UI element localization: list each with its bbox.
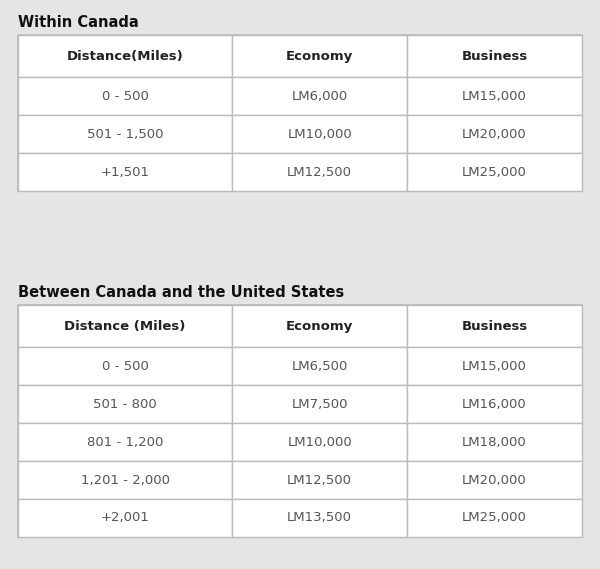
Text: LM15,000: LM15,000: [462, 360, 527, 373]
Text: LM15,000: LM15,000: [462, 89, 527, 102]
Bar: [18, 423, 232, 461]
Bar: [18, 305, 232, 347]
Text: 1,201 - 2,000: 1,201 - 2,000: [80, 473, 170, 486]
Bar: [18, 77, 232, 115]
Text: 501 - 1,500: 501 - 1,500: [87, 127, 163, 141]
Text: Within Canada: Within Canada: [18, 15, 139, 30]
Text: Economy: Economy: [286, 50, 353, 63]
Text: LM12,500: LM12,500: [287, 473, 352, 486]
Bar: [232, 115, 407, 153]
Bar: [407, 347, 582, 385]
Bar: [407, 385, 582, 423]
Bar: [232, 153, 407, 191]
Bar: [232, 305, 407, 347]
Text: LM12,500: LM12,500: [287, 166, 352, 179]
Text: 0 - 500: 0 - 500: [102, 89, 149, 102]
Text: Distance(Miles): Distance(Miles): [67, 50, 184, 63]
Bar: [407, 35, 582, 77]
Bar: [232, 499, 407, 537]
Text: LM25,000: LM25,000: [462, 166, 527, 179]
Bar: [18, 385, 232, 423]
Bar: [407, 461, 582, 499]
Bar: [18, 461, 232, 499]
Text: Economy: Economy: [286, 320, 353, 332]
Bar: [232, 385, 407, 423]
Text: LM6,000: LM6,000: [292, 89, 348, 102]
Text: Between Canada and the United States: Between Canada and the United States: [18, 285, 344, 300]
Text: LM7,500: LM7,500: [292, 398, 348, 410]
Bar: [232, 77, 407, 115]
Bar: [232, 461, 407, 499]
Text: LM20,000: LM20,000: [462, 127, 527, 141]
Bar: [18, 35, 582, 191]
Bar: [407, 499, 582, 537]
Text: LM16,000: LM16,000: [462, 398, 527, 410]
Text: LM20,000: LM20,000: [462, 473, 527, 486]
Bar: [407, 115, 582, 153]
Bar: [232, 35, 407, 77]
Text: +2,001: +2,001: [101, 512, 149, 525]
Text: Business: Business: [461, 320, 528, 332]
Bar: [18, 305, 582, 537]
Text: LM6,500: LM6,500: [292, 360, 348, 373]
Bar: [407, 305, 582, 347]
Bar: [407, 77, 582, 115]
Bar: [18, 153, 232, 191]
Text: LM10,000: LM10,000: [287, 127, 352, 141]
Text: Distance (Miles): Distance (Miles): [64, 320, 186, 332]
Bar: [407, 423, 582, 461]
Text: 801 - 1,200: 801 - 1,200: [87, 435, 163, 448]
Text: 501 - 800: 501 - 800: [93, 398, 157, 410]
Text: LM18,000: LM18,000: [462, 435, 527, 448]
Text: LM10,000: LM10,000: [287, 435, 352, 448]
Text: Business: Business: [461, 50, 528, 63]
Bar: [18, 499, 232, 537]
Text: 0 - 500: 0 - 500: [102, 360, 149, 373]
Text: LM13,500: LM13,500: [287, 512, 352, 525]
Bar: [407, 153, 582, 191]
Bar: [232, 423, 407, 461]
Bar: [18, 115, 232, 153]
Bar: [18, 35, 232, 77]
Bar: [232, 347, 407, 385]
Text: +1,501: +1,501: [101, 166, 149, 179]
Text: LM25,000: LM25,000: [462, 512, 527, 525]
Bar: [18, 347, 232, 385]
